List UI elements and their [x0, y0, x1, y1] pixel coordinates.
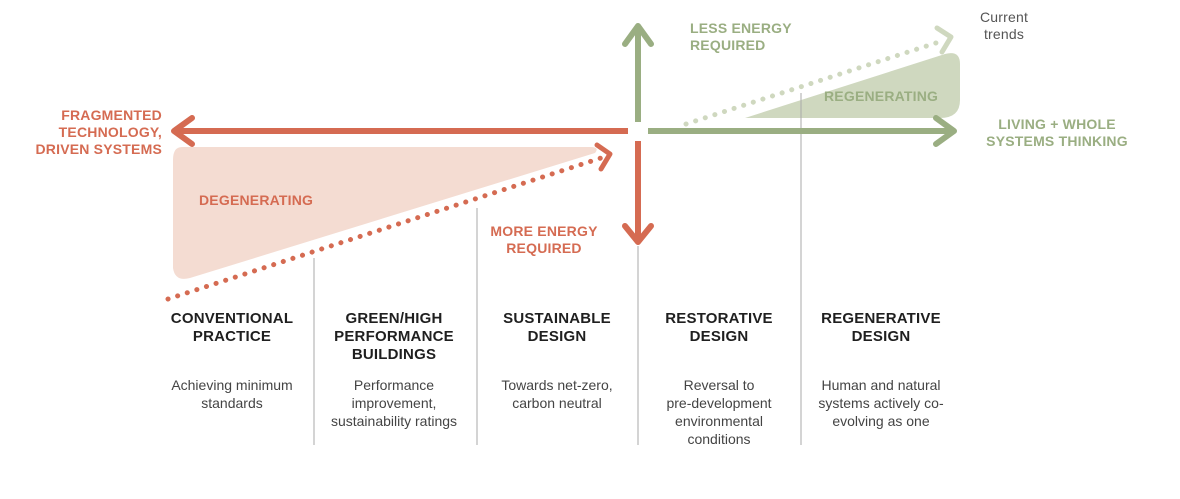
stage-title: REGENERATIVE DESIGN [821, 310, 941, 345]
stage-title: SUSTAINABLE DESIGN [503, 310, 611, 345]
stage-description: Human and natural systems actively co- e… [818, 377, 944, 429]
fragmented-arrow-head [171, 115, 195, 147]
living-arrow-head [933, 115, 957, 147]
stage-restorative-design: RESTORATIVE DESIGN Reversal to pre-devel… [639, 310, 799, 448]
regenerating-region [745, 53, 960, 118]
degenerating-trend-arrowhead [594, 142, 613, 172]
stage-title: RESTORATIVE DESIGN [665, 310, 773, 345]
current-trends-label: Current trends [979, 9, 1029, 42]
degenerating-region [173, 147, 597, 279]
stage-title: CONVENTIONAL PRACTICE [170, 310, 294, 345]
current-trend-arrowhead [934, 25, 954, 55]
more-energy-arrow-head [622, 223, 654, 245]
stage-description: Performance improvement, sustainability … [330, 377, 458, 429]
stage-green-high-performance: GREEN/HIGH PERFORMANCE BUILDINGS Perform… [314, 310, 474, 430]
stage-description: Achieving minimum standards [171, 377, 293, 411]
more-energy-label: MORE ENERGY REQUIRED [490, 223, 598, 256]
stage-sustainable-design: SUSTAINABLE DESIGN Towards net-zero, car… [477, 310, 637, 412]
stage-description: Reversal to pre-development environmenta… [666, 377, 772, 447]
degenerating-label: DEGENERATING [199, 192, 314, 208]
stage-conventional-practice: CONVENTIONAL PRACTICE Achieving minimum … [152, 310, 312, 412]
regenerating-label: REGENERATING [824, 88, 939, 104]
stage-description: Towards net-zero, carbon neutral [501, 377, 613, 411]
less-energy-label: LESS ENERGY REQUIRED [690, 20, 792, 53]
stage-title: GREEN/HIGH PERFORMANCE BUILDINGS [334, 310, 454, 363]
fragmented-label: FRAGMENTED TECHNOLOGY, DRIVEN SYSTEMS [35, 107, 162, 157]
stage-regenerative-design: REGENERATIVE DESIGN Human and natural sy… [801, 310, 961, 430]
living-label: LIVING + WHOLE SYSTEMS THINKING [986, 116, 1128, 149]
degenerating-dotted-trend [165, 154, 607, 302]
less-energy-arrow-head [622, 23, 654, 47]
